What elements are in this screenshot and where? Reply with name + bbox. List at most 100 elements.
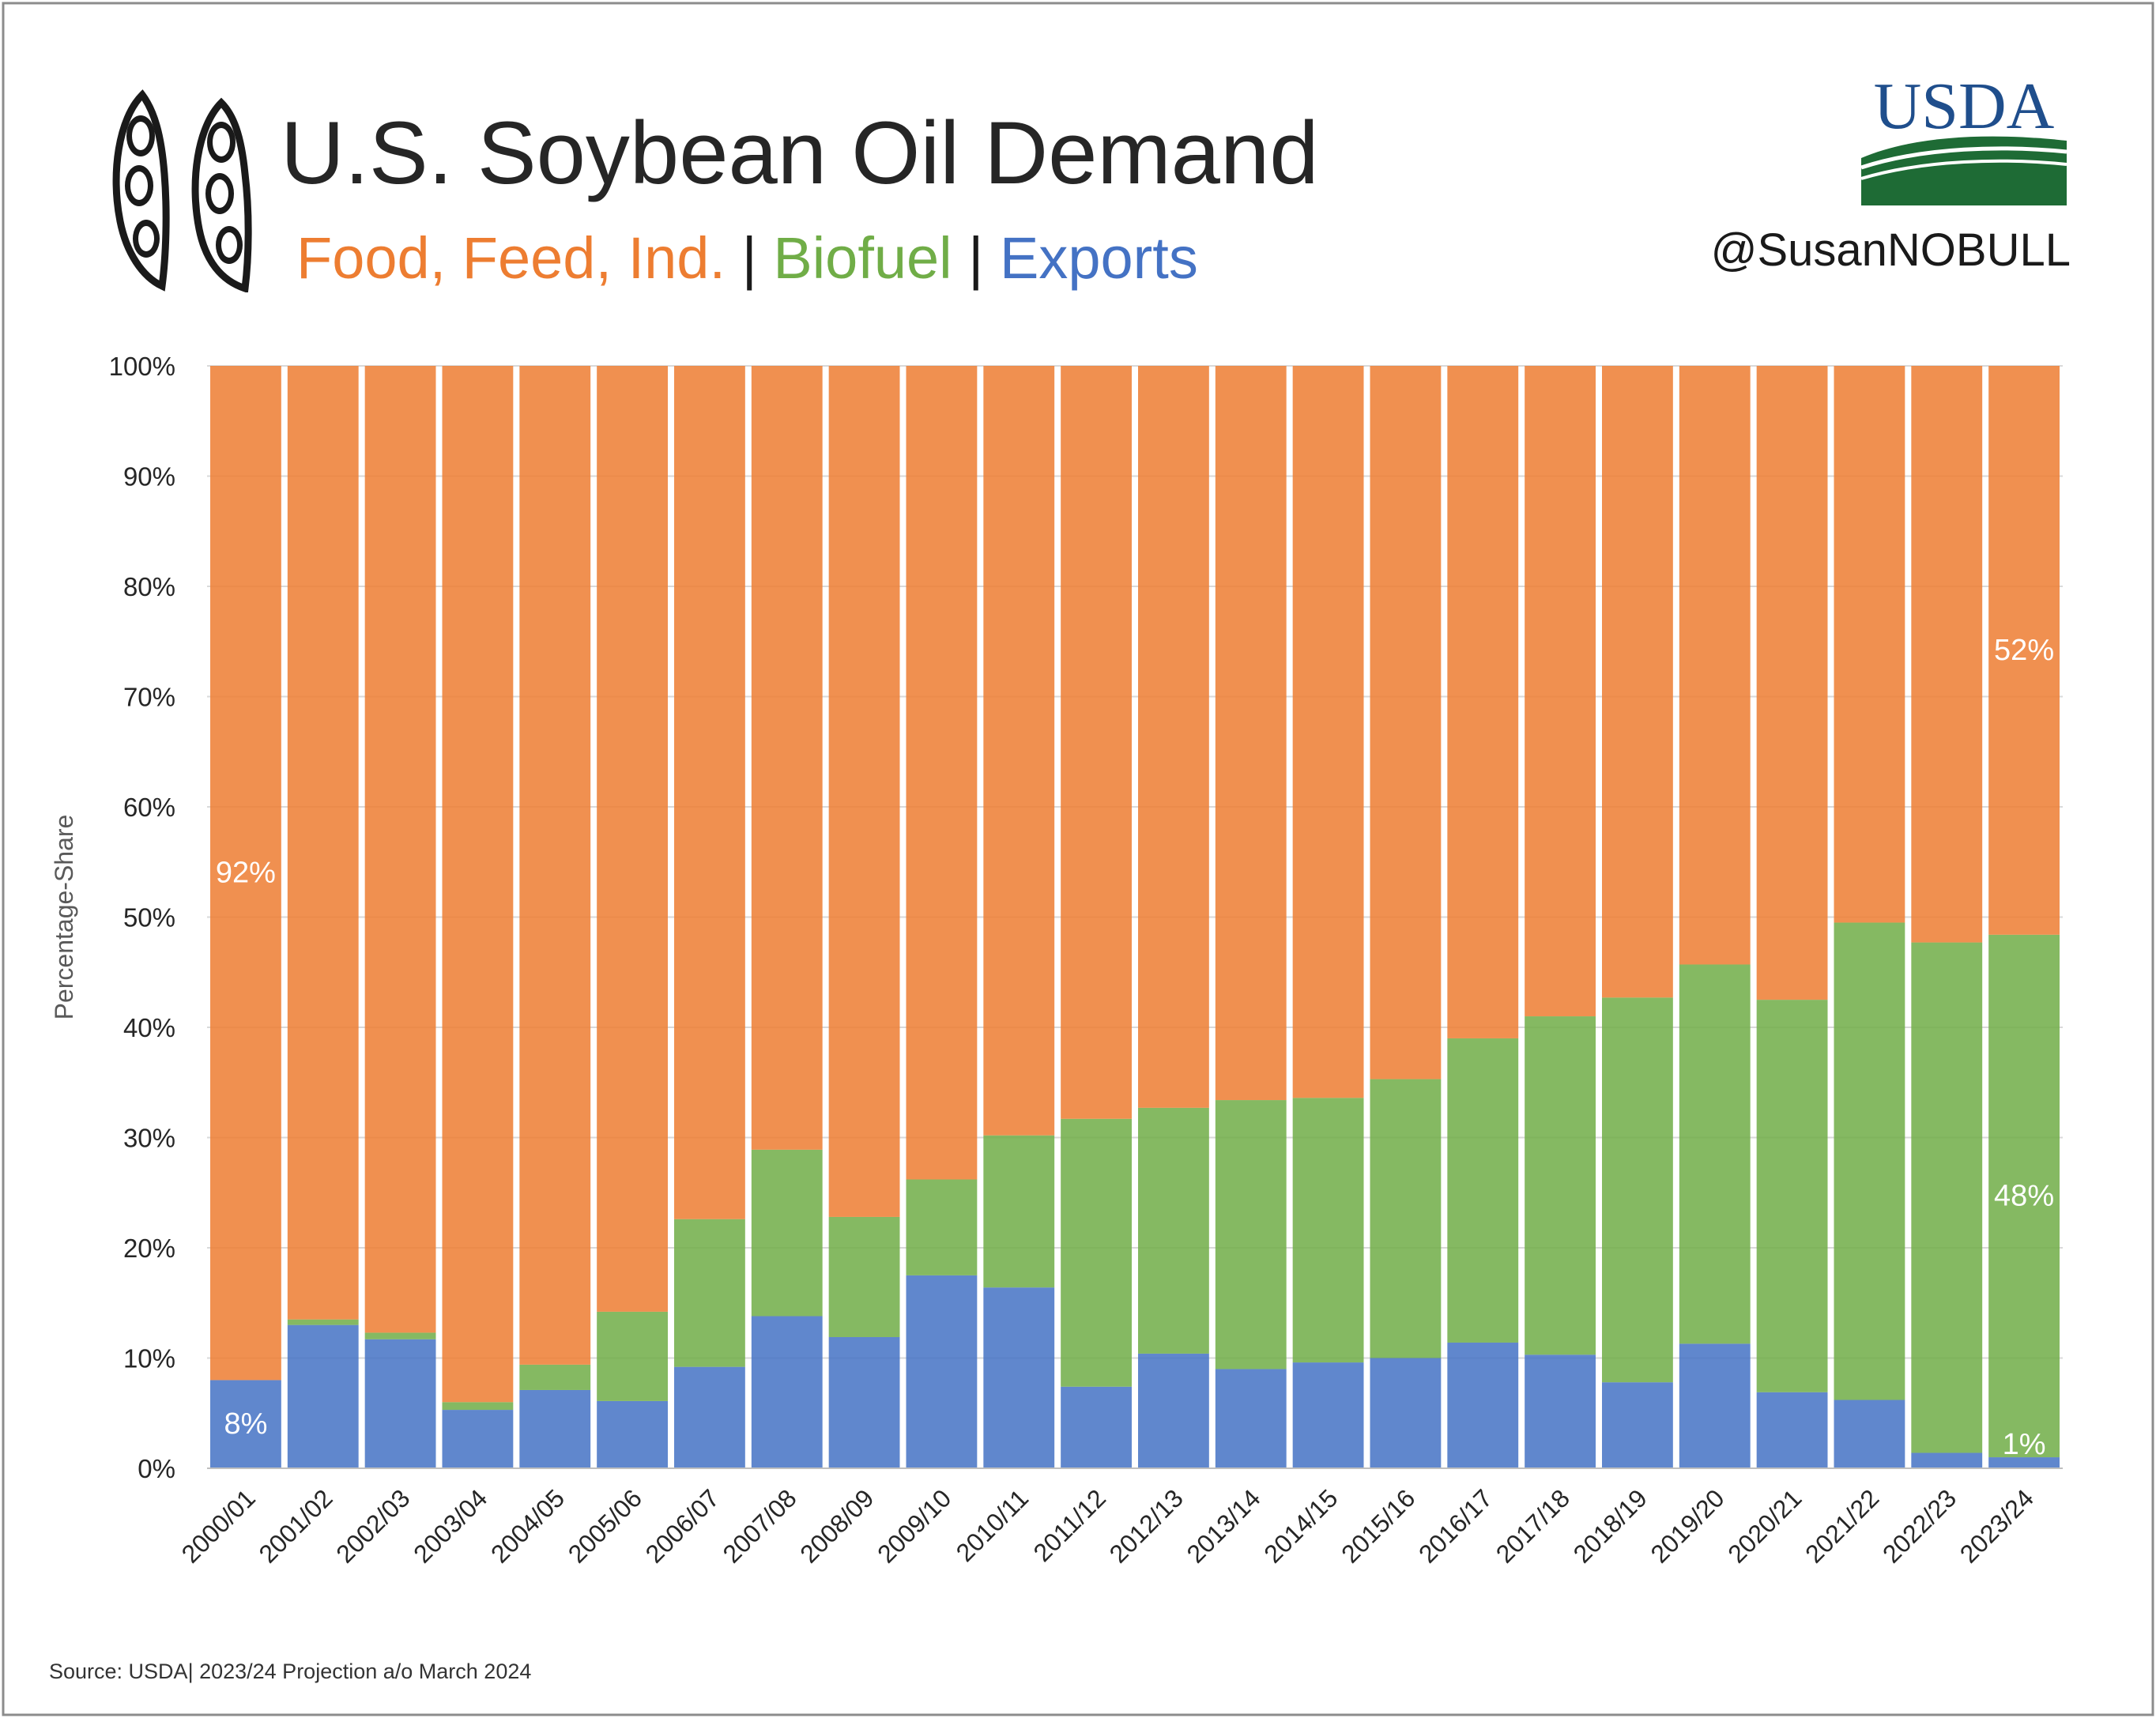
data-label: 48% — [1994, 1179, 2054, 1212]
bar-biofuel — [1447, 1038, 1519, 1343]
bar-biofuel — [519, 1364, 591, 1390]
bar-biofuel — [1602, 997, 1673, 1383]
bar-exports — [1138, 1353, 1209, 1468]
bar-food-feed-ind — [674, 366, 745, 1219]
bar-food-feed-ind — [287, 366, 359, 1320]
bar-food-feed-ind — [597, 366, 668, 1312]
data-label: 52% — [1994, 634, 2054, 667]
y-tick-label: 70% — [123, 683, 175, 712]
soybean-pods-icon — [112, 89, 252, 292]
subtitle-part-0: Food, Feed, Ind. — [296, 225, 726, 291]
bar-food-feed-ind — [1911, 366, 1983, 943]
y-tick-label: 80% — [123, 572, 175, 601]
y-tick-label: 90% — [123, 462, 175, 492]
bar-exports — [364, 1339, 436, 1468]
x-tick-label: 2006/07 — [640, 1483, 725, 1568]
x-tick-label: 2003/04 — [408, 1483, 492, 1568]
bar-biofuel — [1756, 1000, 1828, 1392]
y-tick-label: 20% — [123, 1234, 175, 1263]
x-tick-label: 2019/20 — [1645, 1483, 1729, 1568]
bar-food-feed-ind — [1447, 366, 1519, 1038]
x-tick-label: 2016/17 — [1413, 1483, 1498, 1568]
source-note: Source: USDA| 2023/24 Projection a/o Mar… — [49, 1660, 532, 1683]
y-tick-label: 40% — [123, 1013, 175, 1042]
x-tick-label: 2007/08 — [717, 1483, 801, 1568]
y-tick-label: 0% — [138, 1454, 175, 1483]
bar-biofuel — [287, 1319, 359, 1325]
author-handle: @SusanNOBULL — [1710, 224, 2071, 276]
bar-food-feed-ind — [828, 366, 900, 1217]
bar-exports — [1911, 1452, 1983, 1468]
bar-food-feed-ind — [1370, 366, 1442, 1079]
bar-food-feed-ind — [751, 366, 823, 1150]
bar-food-feed-ind — [1525, 366, 1596, 1017]
bar-biofuel — [1525, 1016, 1596, 1355]
bar-food-feed-ind — [364, 366, 436, 1333]
bar-exports — [906, 1275, 978, 1468]
bar-biofuel — [597, 1311, 668, 1401]
svg-text:USDA: USDA — [1874, 79, 2055, 143]
bar-biofuel — [442, 1402, 514, 1411]
y-tick-label: 60% — [123, 793, 175, 822]
y-tick-label: 100% — [109, 352, 175, 381]
y-tick-label: 50% — [123, 903, 175, 932]
bar-food-feed-ind — [1756, 366, 1828, 1000]
chart-title: U.S. Soybean Oil Demand — [281, 104, 1319, 202]
subtitle-part-3: | — [952, 225, 1000, 291]
bar-exports — [442, 1410, 514, 1468]
y-tick-label: 30% — [123, 1124, 175, 1153]
bar-food-feed-ind — [1292, 366, 1364, 1098]
data-label: 8% — [224, 1407, 267, 1441]
bar-exports — [751, 1316, 823, 1468]
bar-food-feed-ind — [1834, 366, 1905, 923]
bar-exports — [1370, 1358, 1442, 1468]
bar-exports — [1988, 1457, 2060, 1468]
x-tick-label: 2018/19 — [1568, 1483, 1653, 1568]
bar-biofuel — [674, 1219, 745, 1367]
bar-food-feed-ind — [906, 366, 978, 1180]
bar-biofuel — [1138, 1107, 1209, 1354]
bar-food-feed-ind — [1602, 366, 1673, 998]
x-tick-label: 2015/16 — [1336, 1483, 1420, 1568]
x-tick-label: 2000/01 — [176, 1483, 261, 1568]
bar-biofuel — [1370, 1079, 1442, 1358]
bar-biofuel — [1215, 1100, 1287, 1370]
x-tick-label: 2023/24 — [1954, 1483, 2039, 1568]
bar-food-feed-ind — [1215, 366, 1287, 1101]
bar-biofuel — [1911, 942, 1983, 1453]
bar-biofuel — [1988, 934, 2060, 1458]
x-tick-label: 2014/15 — [1258, 1483, 1343, 1568]
x-tick-label: 2013/14 — [1181, 1483, 1265, 1568]
bar-exports — [1215, 1369, 1287, 1468]
x-tick-label: 2020/21 — [1722, 1483, 1807, 1568]
x-tick-label: 2004/05 — [485, 1483, 570, 1568]
x-tick-label: 2002/03 — [330, 1483, 415, 1568]
x-tick-label: 2009/10 — [872, 1483, 956, 1568]
bar-food-feed-ind — [1138, 366, 1209, 1108]
bar-biofuel — [1834, 922, 1905, 1400]
bar-biofuel — [751, 1149, 823, 1317]
bar-exports — [1447, 1342, 1519, 1468]
bar-exports — [1061, 1386, 1132, 1468]
y-tick-label: 10% — [123, 1344, 175, 1373]
bar-food-feed-ind — [519, 366, 591, 1365]
bar-exports — [828, 1336, 900, 1468]
bar-exports — [1525, 1354, 1596, 1468]
data-label: 1% — [2003, 1428, 2046, 1461]
bar-exports — [1756, 1392, 1828, 1468]
bar-biofuel — [983, 1135, 1055, 1288]
bar-food-feed-ind — [983, 366, 1055, 1136]
x-tick-label: 2021/22 — [1800, 1483, 1884, 1568]
x-tick-label: 2011/12 — [1027, 1483, 1111, 1567]
bar-exports — [1602, 1382, 1673, 1468]
x-tick-label: 2005/06 — [563, 1483, 647, 1568]
bar-food-feed-ind — [1679, 366, 1751, 965]
usda-logo: USDA — [1861, 79, 2067, 205]
bar-exports — [287, 1324, 359, 1468]
x-tick-label: 2012/13 — [1104, 1483, 1189, 1568]
bar-exports — [1679, 1343, 1751, 1468]
x-tick-label: 2017/18 — [1491, 1483, 1575, 1568]
bar-biofuel — [1292, 1098, 1364, 1363]
x-tick-label: 2008/09 — [794, 1483, 879, 1568]
bar-biofuel — [364, 1332, 436, 1339]
